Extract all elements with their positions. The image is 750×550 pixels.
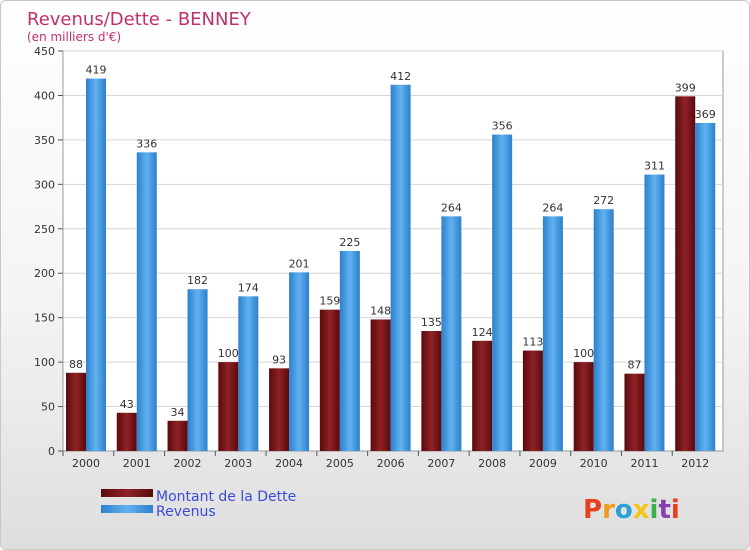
bar-revenus — [441, 216, 462, 451]
y-tick-label: 100 — [34, 356, 55, 369]
logo-letter: t — [658, 495, 670, 525]
value-label-dette: 148 — [370, 304, 391, 317]
logo-letter: P — [583, 495, 602, 525]
y-axis-ticks: 0 50 100 150 200 250 300 350 400 450 — [34, 45, 55, 458]
x-tick-label: 2006 — [377, 457, 405, 470]
value-label-revenus: 182 — [187, 274, 208, 287]
y-tick-label: 300 — [34, 178, 55, 191]
value-label-revenus: 264 — [542, 201, 563, 214]
y-tick-label: 400 — [34, 89, 55, 102]
x-tick-label: 2005 — [326, 457, 354, 470]
value-label-revenus: 412 — [390, 70, 411, 83]
value-label-revenus: 356 — [492, 120, 513, 133]
logo-text: Proxiti — [583, 495, 680, 525]
chart-title: Revenus/Dette - BENNEY — [27, 9, 252, 30]
y-tick-label: 200 — [34, 267, 55, 280]
x-tick-label: 2002 — [174, 457, 202, 470]
bar-revenus — [542, 216, 563, 451]
value-label-dette: 100 — [573, 347, 594, 360]
legend-swatch-debt — [101, 489, 153, 497]
bar-revenus — [390, 84, 411, 452]
bar-dette — [370, 319, 391, 451]
logo-letter: i — [650, 495, 659, 525]
x-tick-label: 2012 — [681, 457, 709, 470]
bar-revenus — [238, 296, 259, 451]
y-tick-label: 250 — [34, 223, 55, 236]
value-label-revenus: 336 — [136, 137, 157, 150]
value-label-revenus: 174 — [238, 281, 259, 294]
legend-label-revenus: Revenus — [156, 504, 216, 520]
proxiti-logo: Proxiti — [583, 495, 680, 525]
value-label-dette: 124 — [472, 326, 493, 339]
x-tick-label: 2010 — [580, 457, 608, 470]
bar-revenus — [136, 152, 157, 452]
chart-subtitle: (en milliers d'€) — [27, 30, 121, 44]
bar-dette — [522, 350, 543, 451]
x-tick-label: 2009 — [529, 457, 557, 470]
value-label-dette: 135 — [421, 316, 442, 329]
y-tick-label: 350 — [34, 134, 55, 147]
logo-letter: i — [671, 495, 680, 525]
logo-letter: x — [633, 495, 650, 525]
value-label-revenus: 272 — [593, 194, 614, 207]
value-label-dette: 43 — [120, 398, 134, 411]
logo-letter: o — [615, 495, 633, 525]
x-tick-label: 2007 — [427, 457, 455, 470]
value-label-dette: 88 — [69, 358, 83, 371]
bar-dette — [66, 372, 86, 451]
value-label-dette: 34 — [171, 406, 185, 419]
bar-revenus — [86, 78, 106, 452]
x-tick-label: 2001 — [123, 457, 151, 470]
bar-revenus — [492, 134, 513, 452]
bar-revenus — [593, 209, 614, 451]
value-label-revenus: 201 — [289, 257, 310, 270]
bar-dette — [624, 373, 645, 451]
bar-revenus — [695, 123, 716, 451]
bar-dette — [116, 412, 137, 451]
value-label-revenus: 419 — [86, 64, 107, 77]
bar-dette — [472, 340, 493, 451]
value-label-revenus: 264 — [441, 201, 462, 214]
y-tick-label: 150 — [34, 312, 55, 325]
bar-dette — [319, 309, 340, 451]
bar-revenus — [339, 251, 360, 451]
legend: Montant de la Dette Revenus — [101, 489, 296, 520]
bars: 88 419 43 336 34 182 100 174 93 201 159 225 148 412 13… — [66, 64, 716, 452]
bar-dette — [421, 331, 442, 451]
value-label-dette: 113 — [522, 336, 543, 349]
value-label-dette: 87 — [627, 359, 641, 372]
y-tick-label: 450 — [34, 45, 55, 58]
value-label-dette: 93 — [272, 353, 286, 366]
bar-dette — [218, 362, 239, 451]
bar-revenus — [187, 289, 208, 451]
bar-dette — [573, 362, 594, 451]
value-label-revenus: 311 — [644, 160, 665, 173]
x-tick-label: 2003 — [224, 457, 252, 470]
x-tick-label: 2011 — [630, 457, 658, 470]
x-tick-label: 2000 — [72, 457, 100, 470]
bar-revenus — [289, 272, 310, 451]
bar-revenus — [644, 174, 665, 452]
y-tick-label: 50 — [41, 401, 55, 414]
bar-dette — [167, 420, 188, 451]
value-label-revenus: 225 — [339, 236, 360, 249]
bar-dette — [269, 368, 290, 451]
x-axis-ticks: 2000 2001 2002 2003 2004 2005 2006 2007 2008 2009… — [62, 451, 709, 470]
value-label-dette: 399 — [675, 81, 696, 94]
legend-label-debt: Montant de la Dette — [156, 489, 296, 505]
value-label-dette: 100 — [218, 347, 239, 360]
value-label-revenus: 369 — [695, 108, 716, 121]
bar-dette — [675, 96, 696, 451]
x-tick-label: 2004 — [275, 457, 303, 470]
x-tick-label: 2008 — [478, 457, 506, 470]
value-label-dette: 159 — [319, 295, 340, 308]
logo-letter: r — [602, 495, 615, 525]
legend-swatch-revenus — [101, 505, 153, 513]
y-tick-label: 0 — [48, 445, 55, 458]
